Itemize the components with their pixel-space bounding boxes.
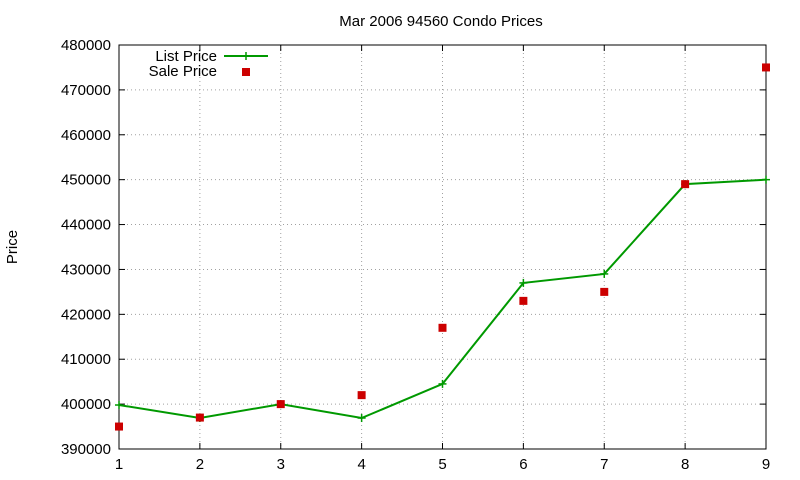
x-tick-label: 3 bbox=[277, 456, 285, 473]
y-tick-label: 450000 bbox=[61, 172, 111, 189]
y-tick-label: 420000 bbox=[61, 306, 111, 323]
legend-marker-list-price bbox=[242, 52, 250, 60]
data-point-list-price bbox=[762, 175, 770, 184]
data-point-list-price bbox=[357, 414, 366, 423]
data-point-sale-price bbox=[681, 180, 690, 189]
data-point-sale-price bbox=[600, 287, 609, 296]
data-point-sale-price bbox=[357, 391, 366, 400]
y-tick-label: 410000 bbox=[61, 351, 111, 368]
data-point-sale-price bbox=[276, 400, 285, 409]
y-tick-label: 480000 bbox=[61, 37, 111, 54]
grid bbox=[118, 44, 767, 450]
legend-label-sale-price: Sale Price bbox=[149, 63, 217, 80]
y-axis-label: Price bbox=[4, 230, 21, 264]
data-point-sale-price bbox=[762, 63, 770, 72]
x-axis: 1 2 3 4 5 6 7 8 9 bbox=[115, 45, 770, 473]
x-tick-label: 4 bbox=[357, 456, 365, 473]
legend: List Price Sale Price bbox=[149, 48, 268, 80]
x-tick-label: 1 bbox=[115, 456, 123, 473]
x-tick-label: 8 bbox=[681, 456, 689, 473]
x-tick-label: 2 bbox=[196, 456, 204, 473]
data-point-list-price bbox=[115, 401, 123, 410]
legend-label-list-price: List Price bbox=[155, 48, 217, 65]
y-tick-label: 460000 bbox=[61, 127, 111, 144]
data-point-sale-price bbox=[195, 413, 204, 422]
y-tick-label: 470000 bbox=[61, 82, 111, 99]
y-tick-label: 390000 bbox=[61, 441, 111, 458]
series-layer bbox=[115, 63, 770, 431]
data-point-list-price bbox=[519, 278, 528, 287]
chart-title: Mar 2006 94560 Condo Prices bbox=[339, 13, 542, 30]
x-tick-label: 7 bbox=[600, 456, 608, 473]
x-tick-label: 6 bbox=[519, 456, 527, 473]
y-tick-label: 400000 bbox=[61, 396, 111, 413]
y-tick-label: 430000 bbox=[61, 261, 111, 278]
legend-marker-sale-price bbox=[242, 68, 250, 76]
series-list-price bbox=[115, 175, 770, 423]
series-sale-price bbox=[115, 63, 770, 431]
data-point-sale-price bbox=[115, 422, 123, 431]
x-tick-label: 9 bbox=[762, 456, 770, 473]
y-axis: 390000 400000 410000 420000 430000 440000 4500… bbox=[61, 37, 766, 458]
x-tick-label: 5 bbox=[438, 456, 446, 473]
data-point-list-price bbox=[600, 269, 609, 278]
data-point-list-price bbox=[438, 379, 447, 388]
data-point-sale-price bbox=[519, 296, 528, 305]
data-point-sale-price bbox=[438, 323, 447, 332]
y-tick-label: 440000 bbox=[61, 217, 111, 234]
